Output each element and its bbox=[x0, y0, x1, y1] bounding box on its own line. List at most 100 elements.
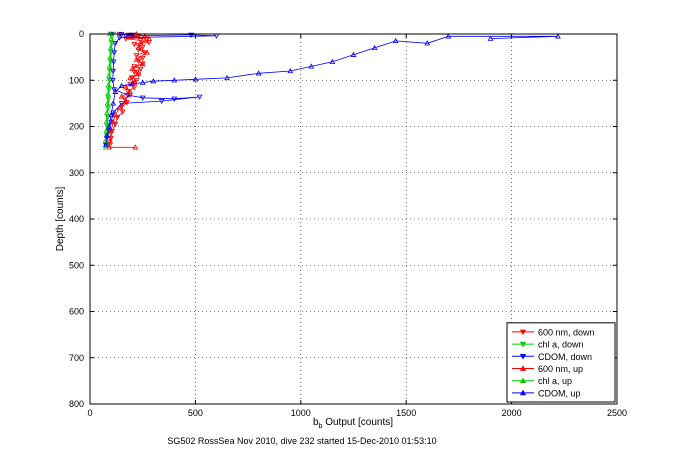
data-point bbox=[131, 79, 138, 85]
data-point bbox=[133, 78, 140, 84]
data-point bbox=[144, 49, 150, 55]
data-point bbox=[196, 94, 203, 100]
data-point bbox=[122, 36, 129, 42]
data-point bbox=[116, 104, 123, 111]
data-point bbox=[127, 74, 133, 81]
data-point bbox=[487, 35, 494, 41]
data-point bbox=[119, 109, 126, 115]
data-point bbox=[110, 68, 117, 75]
data-point bbox=[392, 37, 399, 44]
data-point bbox=[308, 63, 315, 69]
legend-item: 600 nm, down bbox=[512, 327, 595, 337]
legend-item: chl a, down bbox=[512, 340, 584, 350]
data-point bbox=[110, 118, 117, 125]
data-point bbox=[106, 72, 112, 78]
data-point bbox=[135, 44, 142, 51]
legend-label: CDOM, up bbox=[538, 388, 581, 398]
data-point bbox=[106, 63, 113, 69]
y-tick-label: 300 bbox=[69, 168, 84, 178]
data-point bbox=[255, 70, 262, 76]
legend-label: 600 nm, up bbox=[538, 364, 583, 374]
data-point bbox=[129, 32, 136, 38]
data-layer bbox=[102, 30, 561, 150]
legend-label: chl a, down bbox=[538, 340, 584, 350]
data-point bbox=[137, 66, 144, 73]
data-point bbox=[129, 65, 136, 71]
data-point bbox=[105, 91, 111, 97]
data-point bbox=[107, 44, 114, 51]
data-point bbox=[102, 141, 109, 148]
x-tick-label: 0 bbox=[87, 408, 92, 418]
data-point bbox=[112, 41, 119, 47]
data-point bbox=[158, 98, 165, 105]
data-point bbox=[116, 35, 123, 41]
y-tick-label: 100 bbox=[69, 75, 84, 85]
legend-item: chl a, up bbox=[512, 376, 572, 386]
data-point bbox=[118, 82, 125, 88]
data-point bbox=[108, 35, 114, 41]
y-tick-label: 600 bbox=[69, 307, 84, 317]
series-5 bbox=[102, 33, 561, 148]
data-point bbox=[329, 58, 336, 64]
x-tick-label: 1000 bbox=[291, 408, 311, 418]
x-axis-label-symbol: b bbox=[313, 417, 319, 428]
data-point bbox=[150, 78, 157, 84]
legend-swatch-marker bbox=[519, 329, 527, 336]
data-point bbox=[110, 110, 117, 116]
data-point bbox=[103, 118, 110, 125]
data-point bbox=[192, 76, 199, 82]
data-point bbox=[445, 33, 452, 39]
data-point bbox=[105, 81, 112, 88]
data-point bbox=[287, 67, 294, 74]
data-point bbox=[118, 32, 125, 38]
data-point bbox=[188, 32, 195, 38]
series-line bbox=[105, 35, 559, 146]
data-point bbox=[139, 61, 146, 67]
data-point bbox=[133, 56, 140, 62]
data-point bbox=[371, 44, 378, 51]
data-point bbox=[139, 55, 146, 62]
data-point bbox=[111, 50, 118, 56]
series-3 bbox=[106, 30, 152, 150]
data-point bbox=[103, 132, 110, 138]
data-point bbox=[107, 54, 113, 60]
x-axis-label-units: Output [counts] bbox=[322, 417, 393, 428]
legend-label: chl a, up bbox=[538, 376, 572, 386]
data-point bbox=[129, 80, 136, 87]
x-axis-label: bb Output [counts] bbox=[313, 417, 393, 430]
legend-swatch-marker bbox=[519, 389, 527, 396]
legend-swatch-marker bbox=[519, 377, 527, 384]
data-point bbox=[108, 128, 114, 134]
data-point bbox=[103, 128, 109, 134]
data-point bbox=[555, 33, 561, 39]
data-point bbox=[132, 144, 139, 150]
data-point bbox=[104, 100, 111, 106]
x-tick-label: 500 bbox=[188, 408, 203, 418]
data-point bbox=[122, 84, 129, 90]
legend-label: CDOM, down bbox=[538, 352, 592, 362]
data-point bbox=[146, 35, 152, 41]
y-tick-label: 700 bbox=[69, 353, 84, 363]
data-point bbox=[106, 123, 112, 129]
figure-caption: SG502 RossSea Nov 2010, dive 232 started… bbox=[167, 436, 436, 446]
data-point bbox=[139, 79, 146, 85]
y-axis-label: Depth [counts] bbox=[55, 187, 66, 252]
y-tick-label: 0 bbox=[79, 29, 84, 39]
legend-swatch-marker bbox=[519, 341, 527, 348]
data-point bbox=[131, 64, 138, 70]
data-point bbox=[139, 95, 146, 101]
data-point bbox=[224, 74, 230, 81]
legend-item: CDOM, down bbox=[512, 352, 592, 362]
data-point bbox=[137, 40, 144, 46]
data-point bbox=[131, 42, 138, 48]
data-point bbox=[118, 101, 125, 107]
legend-label: 600 nm, down bbox=[538, 327, 595, 337]
series-line bbox=[105, 33, 217, 146]
legend-box bbox=[506, 322, 616, 403]
legend-item: CDOM, up bbox=[512, 388, 581, 398]
x-tick-label: 1500 bbox=[396, 408, 416, 418]
data-point bbox=[171, 96, 178, 102]
data-point bbox=[122, 98, 129, 104]
series-4 bbox=[102, 30, 114, 150]
